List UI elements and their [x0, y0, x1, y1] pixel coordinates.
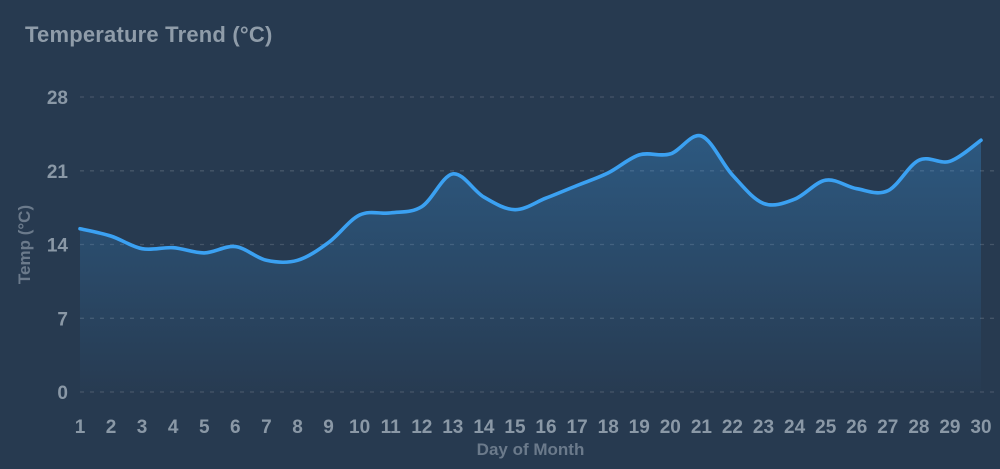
x-tick-label: 24 [784, 417, 806, 438]
x-tick-label: 21 [691, 417, 713, 438]
x-tick-label: 20 [660, 417, 681, 438]
x-tick-label: 22 [722, 417, 743, 438]
x-tick-label: 14 [473, 417, 495, 438]
y-tick-label: 28 [47, 88, 68, 109]
x-tick-label: 2 [106, 417, 117, 438]
x-tick-label: 8 [292, 417, 303, 438]
y-axis-title: Temp (°C) [15, 205, 34, 284]
x-tick-label: 30 [970, 417, 991, 438]
y-tick-label: 21 [47, 162, 69, 183]
x-tick-label: 4 [168, 417, 179, 438]
x-tick-label: 13 [442, 417, 463, 438]
x-tick-label: 10 [349, 417, 370, 438]
x-axis-title: Day of Month [477, 440, 585, 459]
temperature-series [78, 133, 983, 393]
x-tick-label: 12 [411, 417, 432, 438]
x-tick-label: 19 [629, 417, 650, 438]
x-tick-label: 5 [199, 417, 210, 438]
x-tick-label: 7 [261, 417, 272, 438]
x-tick-label: 11 [381, 417, 402, 438]
x-tick-label: 17 [567, 417, 588, 438]
y-tick-label: 7 [57, 309, 68, 330]
x-tick-label: 25 [815, 417, 837, 438]
area-fill [80, 135, 981, 393]
x-tick-label: 23 [753, 417, 774, 438]
x-tick-label: 29 [939, 417, 960, 438]
x-tick-label: 9 [323, 417, 334, 438]
x-tick-label: 27 [877, 417, 898, 438]
x-tick-label: 26 [846, 417, 867, 438]
x-tick-label: 16 [535, 417, 556, 438]
x-tick-label: 18 [598, 417, 619, 438]
x-tick-label: 1 [75, 417, 86, 438]
x-tick-label: 15 [504, 417, 526, 438]
y-tick-label: 14 [47, 236, 69, 257]
y-tick-label: 0 [57, 383, 68, 404]
temperature-line [78, 133, 983, 265]
chart-title: Temperature Trend (°C) [25, 22, 273, 47]
x-tick-label: 6 [230, 417, 241, 438]
x-tick-label: 28 [908, 417, 929, 438]
x-tick-label: 3 [137, 417, 148, 438]
